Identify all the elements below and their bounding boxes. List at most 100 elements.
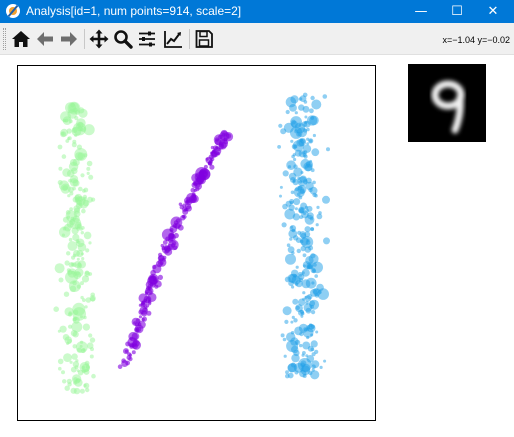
scatter-point [309, 108, 314, 113]
scatter-point [302, 121, 308, 127]
scatter-point [75, 198, 80, 203]
scatter-point [139, 315, 142, 318]
scatter-point [59, 226, 70, 237]
scatter-point [286, 340, 298, 352]
scatter-point [88, 241, 91, 244]
scatter-point [138, 310, 143, 315]
scatter-point [145, 287, 153, 295]
scatter-point [311, 100, 321, 110]
scatter-point [284, 320, 288, 324]
scatter-point [68, 179, 72, 183]
scatter-point [283, 170, 289, 176]
scatter-point [118, 364, 123, 369]
toolbar-separator [84, 29, 85, 49]
scatter-point [291, 331, 294, 334]
minimize-button[interactable]: — [404, 0, 438, 23]
scatter-point [154, 285, 158, 289]
customize-button[interactable] [162, 28, 184, 50]
scatter-point [80, 315, 83, 318]
scatter-point [305, 256, 313, 264]
scatter-point [182, 207, 187, 212]
scatter-point [295, 207, 298, 210]
scatter-point [90, 337, 95, 342]
scatter-point [286, 110, 290, 114]
scatter-point [158, 275, 163, 280]
scatter-point [317, 214, 323, 220]
scatter-point [284, 209, 295, 220]
maximize-button[interactable]: ☐ [440, 0, 474, 23]
scatter-point [295, 111, 298, 114]
scatter-point [68, 241, 78, 251]
scatter-point [70, 361, 73, 364]
scatter-point [144, 306, 147, 309]
scatter-point [302, 354, 305, 357]
scatter-axes[interactable] [17, 65, 376, 421]
scatter-point [292, 144, 297, 149]
scatter-point [302, 269, 310, 277]
scatter-point [75, 359, 78, 362]
save-button[interactable] [193, 28, 215, 50]
scatter-point [128, 332, 137, 341]
subplots-icon [137, 29, 157, 49]
pan-button[interactable] [88, 28, 110, 50]
zoom-button[interactable] [112, 28, 134, 50]
scatter-point [311, 281, 314, 284]
scatter-point [299, 332, 303, 336]
window-title: Analysis[id=1, num points=914, scale=2] [26, 4, 241, 19]
subplots-button[interactable] [136, 28, 158, 50]
scatter-point [295, 150, 302, 157]
scatter-point [84, 369, 90, 375]
scatter-point [287, 243, 291, 247]
scatter-point [308, 188, 312, 192]
scatter-point [308, 346, 314, 352]
scatter-point [289, 237, 292, 240]
scatter-point [71, 103, 75, 107]
scatter-point [312, 181, 316, 185]
scatter-point [90, 355, 94, 359]
scatter-point [323, 237, 330, 244]
title-bar[interactable]: Analysis[id=1, num points=914, scale=2] … [0, 0, 514, 23]
scatter-point [132, 350, 136, 354]
scatter-point [72, 262, 77, 267]
scatter-point [65, 139, 69, 143]
back-button[interactable] [34, 28, 56, 50]
scatter-point [308, 138, 313, 143]
scatter-point [313, 134, 316, 137]
scatter-point [125, 342, 130, 347]
scatter-point [192, 198, 195, 201]
scatter-point [296, 139, 304, 147]
scatter-point [70, 286, 76, 292]
scatter-point [63, 334, 69, 340]
toolbar-grip[interactable] [3, 28, 6, 50]
scatter-point [320, 366, 323, 369]
scatter-point [73, 108, 78, 113]
scatter-point [83, 324, 90, 331]
home-button[interactable] [10, 28, 32, 50]
forward-button[interactable] [58, 28, 80, 50]
scatter-point [142, 317, 147, 322]
scatter-point [78, 187, 83, 192]
scatter-point [316, 206, 319, 209]
matplotlib-logo-icon [6, 4, 20, 18]
scatter-point [293, 198, 300, 205]
scatter-point [291, 155, 295, 159]
scatter-point [280, 128, 286, 134]
scatter-point [64, 292, 69, 297]
scatter-point [290, 226, 293, 229]
scatter-point [80, 173, 84, 177]
scatter-point [61, 370, 65, 374]
scatter-point [67, 170, 75, 178]
scatter-point [132, 343, 138, 349]
scatter-point [194, 189, 197, 192]
scatter-point [80, 296, 83, 299]
scatter-point [303, 106, 310, 113]
scatter-point [285, 370, 289, 374]
scatter-point [309, 300, 319, 310]
close-button[interactable]: ✕ [476, 0, 510, 23]
scatter-point [153, 278, 156, 281]
scatter-point [303, 264, 306, 267]
scatter-point [311, 310, 315, 314]
scatter-point [72, 142, 77, 147]
scatter-point [74, 134, 77, 137]
scatter-point [81, 257, 84, 260]
